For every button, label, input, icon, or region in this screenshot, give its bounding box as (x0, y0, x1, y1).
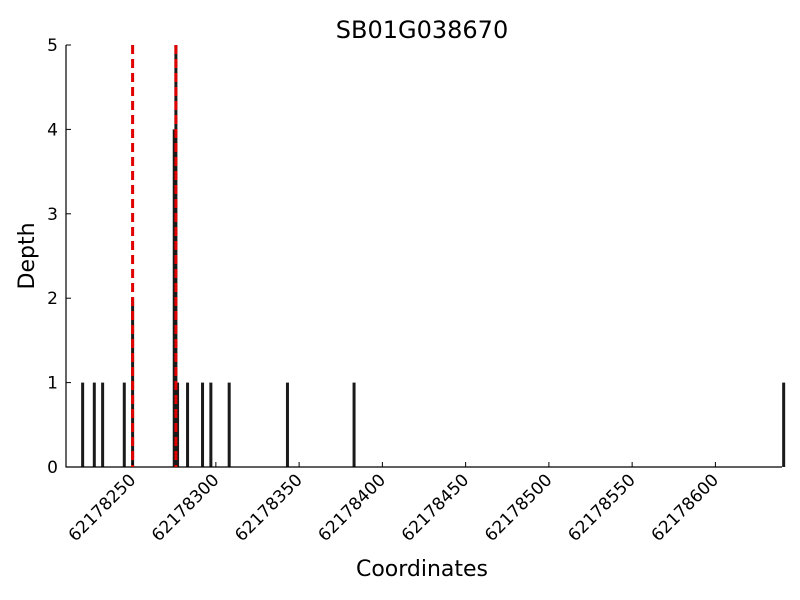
depth-bar (81, 382, 85, 467)
depth-bar (201, 382, 205, 467)
x-tick-label: 62178550 (564, 470, 639, 545)
depth-bar (101, 382, 105, 467)
x-tick-label: 62178600 (648, 470, 723, 545)
x-tick-label: 62178450 (398, 470, 473, 545)
x-tick-label: 62178250 (65, 470, 140, 545)
depth-bar (352, 382, 356, 467)
depth-bar (176, 382, 180, 467)
y-tick-label: 5 (47, 36, 58, 56)
depth-bar (172, 129, 176, 467)
x-axis-label: Coordinates (356, 557, 488, 582)
x-tick-label: 62178350 (231, 470, 306, 545)
depth-bar (227, 382, 231, 467)
depth-bar (285, 382, 289, 467)
depth-bar (186, 382, 190, 467)
depth-bar (782, 382, 786, 467)
y-axis-label: Depth (15, 222, 40, 289)
x-tick-label: 62178400 (315, 470, 390, 545)
bars-layer (81, 45, 786, 467)
y-tick-label: 3 (47, 205, 58, 225)
chart-title: SB01G038670 (336, 16, 508, 44)
y-tick-label: 0 (47, 458, 58, 478)
depth-bar (209, 382, 213, 467)
y-tick-label: 4 (47, 120, 58, 140)
depth-bar (122, 382, 126, 467)
x-tick-label: 62178300 (148, 470, 223, 545)
y-tick-label: 2 (47, 289, 58, 309)
x-tick-label: 62178500 (481, 470, 556, 545)
depth-bar (92, 382, 96, 467)
reference-lines-layer (131, 45, 178, 467)
y-tick-label: 1 (47, 374, 58, 394)
